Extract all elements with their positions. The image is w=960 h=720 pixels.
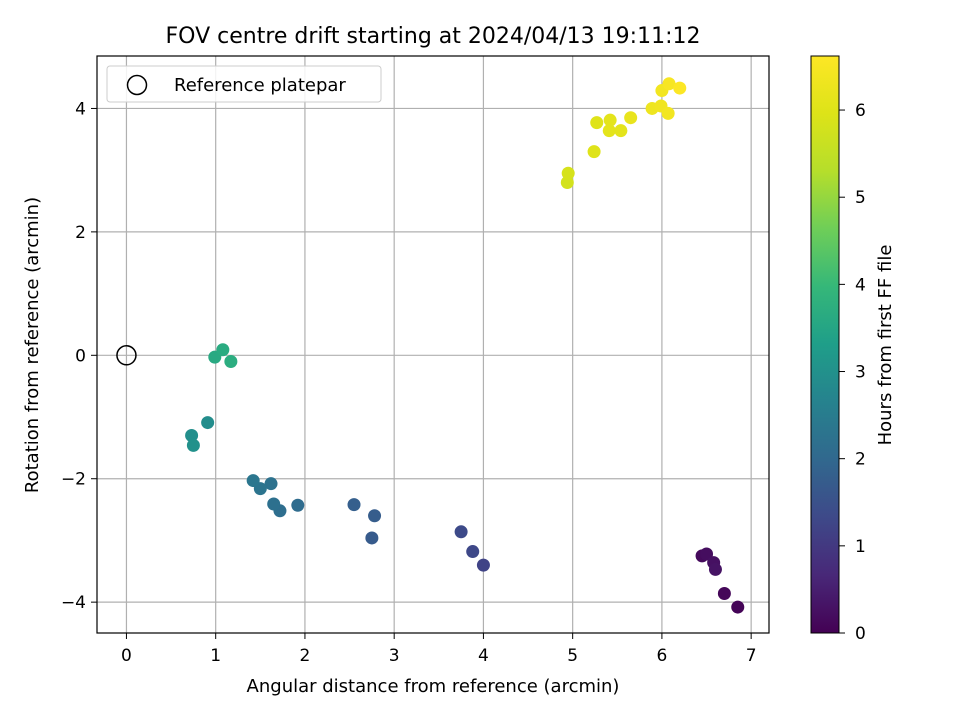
x-tick-label: 2 bbox=[300, 646, 311, 666]
colorbar bbox=[810, 55, 840, 634]
x-tick-label: 5 bbox=[567, 646, 578, 666]
data-point bbox=[368, 509, 382, 523]
colorbar-tick-label: 3 bbox=[855, 363, 866, 383]
data-point bbox=[662, 77, 676, 91]
x-tick-label: 7 bbox=[746, 646, 757, 666]
y-tick-label: −4 bbox=[61, 593, 86, 613]
y-axis-label: Rotation from reference (arcmin) bbox=[22, 197, 43, 493]
colorbar-tick-label: 5 bbox=[855, 188, 866, 208]
data-point bbox=[267, 497, 281, 511]
legend: Reference platepar bbox=[106, 65, 382, 103]
chart-title: FOV centre drift starting at 2024/04/13 … bbox=[166, 24, 701, 49]
data-point bbox=[186, 438, 200, 452]
data-point bbox=[291, 498, 305, 512]
legend-box bbox=[106, 65, 382, 103]
data-point bbox=[201, 416, 215, 430]
colorbar-tick-label: 0 bbox=[855, 624, 866, 644]
reference-platepar-marker bbox=[116, 345, 137, 366]
colorbar-ticks: 0 1 2 3 4 5 6 bbox=[839, 101, 866, 644]
data-point bbox=[224, 354, 238, 368]
data-point bbox=[246, 474, 260, 488]
data-point bbox=[264, 477, 278, 491]
y-tick-label: 2 bbox=[75, 223, 86, 243]
data-point bbox=[661, 106, 675, 120]
data-point bbox=[454, 525, 468, 539]
x-tick-label: 4 bbox=[478, 646, 489, 666]
colorbar-label: Hours from first FF file bbox=[875, 245, 896, 446]
data-point bbox=[602, 124, 616, 138]
data-point bbox=[365, 531, 379, 545]
data-point bbox=[476, 558, 490, 572]
x-axis-label: Angular distance from reference (arcmin) bbox=[247, 676, 620, 697]
colorbar-tick-label: 1 bbox=[855, 537, 866, 557]
data-point bbox=[590, 116, 604, 130]
colorbar-tick-label: 6 bbox=[855, 101, 866, 121]
data-point bbox=[708, 562, 722, 576]
data-point bbox=[614, 124, 628, 138]
y-axis-ticks: −4 −2 0 2 4 bbox=[61, 99, 97, 613]
data-point bbox=[347, 498, 361, 512]
x-tick-label: 0 bbox=[121, 646, 132, 666]
data-point bbox=[216, 343, 230, 357]
data-point bbox=[603, 113, 617, 127]
data-point bbox=[624, 111, 638, 125]
y-tick-label: 0 bbox=[75, 346, 86, 366]
data-point bbox=[731, 600, 745, 614]
data-point bbox=[185, 429, 199, 443]
data-point bbox=[466, 545, 480, 559]
data-point bbox=[673, 81, 687, 95]
legend-label: Reference platepar bbox=[174, 75, 346, 96]
y-tick-label: −2 bbox=[61, 470, 86, 490]
x-axis-ticks: 0 1 2 3 4 5 6 7 bbox=[121, 633, 757, 666]
data-point bbox=[587, 145, 601, 159]
colorbar-tick-label: 4 bbox=[855, 275, 866, 295]
data-point bbox=[561, 166, 575, 180]
data-point bbox=[700, 547, 714, 561]
plot-frame bbox=[96, 55, 770, 634]
grid bbox=[97, 56, 769, 633]
reference-marker-layer bbox=[116, 345, 137, 366]
x-tick-label: 3 bbox=[389, 646, 400, 666]
x-tick-label: 1 bbox=[210, 646, 221, 666]
data-point bbox=[717, 587, 731, 601]
legend-marker-open-circle bbox=[126, 74, 148, 96]
y-tick-label: 4 bbox=[75, 99, 86, 119]
data-points bbox=[185, 77, 745, 614]
x-tick-label: 6 bbox=[656, 646, 667, 666]
colorbar-tick-label: 2 bbox=[855, 450, 866, 470]
